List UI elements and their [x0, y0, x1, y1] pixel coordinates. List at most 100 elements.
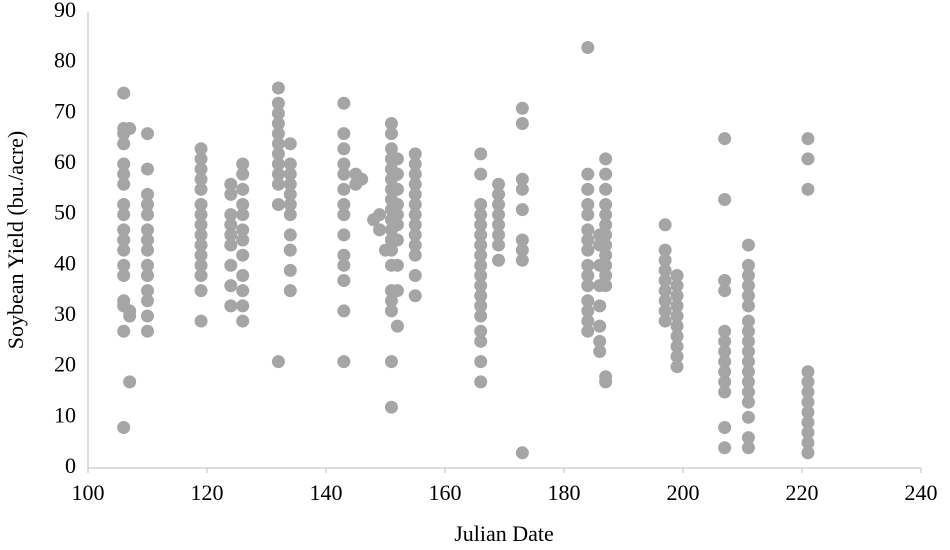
point [492, 198, 506, 212]
point [194, 162, 208, 176]
point [355, 172, 369, 186]
point [194, 314, 208, 328]
point [408, 187, 422, 201]
point [658, 304, 672, 318]
point [271, 355, 285, 369]
point [224, 299, 238, 313]
point [117, 157, 131, 171]
point [599, 198, 613, 212]
point [718, 355, 732, 369]
point [474, 218, 488, 232]
point [593, 299, 607, 313]
point [236, 314, 250, 328]
point [658, 218, 672, 232]
point [658, 294, 672, 308]
y-tick-label: 60 [54, 149, 76, 174]
point [474, 375, 488, 389]
point [474, 324, 488, 338]
point [141, 162, 154, 176]
point [741, 299, 755, 313]
point [141, 208, 154, 222]
point [408, 157, 422, 171]
point [474, 238, 488, 252]
point [408, 268, 422, 282]
point [384, 355, 398, 369]
point [515, 203, 529, 217]
point [581, 223, 595, 237]
point [593, 319, 607, 333]
point [194, 208, 208, 222]
point [474, 289, 488, 303]
point [271, 96, 285, 110]
x-tick-label: 180 [548, 480, 581, 505]
point [194, 268, 208, 282]
y-tick-label: 50 [54, 200, 76, 225]
point [224, 208, 238, 222]
point [474, 309, 488, 323]
point [581, 258, 595, 272]
point [224, 279, 238, 293]
point [337, 208, 351, 222]
point [670, 268, 684, 282]
point [718, 420, 732, 434]
point [515, 243, 529, 257]
point [283, 208, 297, 222]
point [283, 137, 297, 151]
point [390, 182, 404, 196]
point [658, 253, 672, 267]
point [581, 167, 595, 181]
point [718, 274, 732, 288]
point [337, 248, 351, 262]
point [581, 40, 595, 54]
point [474, 355, 488, 369]
point [581, 243, 595, 257]
point [599, 152, 613, 166]
point [117, 223, 131, 237]
point [474, 198, 488, 212]
point [194, 228, 208, 242]
point [741, 268, 755, 282]
point [390, 284, 404, 298]
point [123, 122, 137, 136]
point [271, 106, 285, 120]
point [599, 208, 613, 222]
y-tick-label: 90 [54, 0, 76, 22]
point [337, 258, 351, 272]
point [408, 208, 422, 222]
point [670, 360, 684, 374]
point [384, 400, 398, 414]
point [408, 167, 422, 181]
point [271, 137, 285, 151]
point [474, 228, 488, 242]
point [801, 385, 815, 399]
point [194, 142, 208, 156]
point [741, 324, 755, 338]
point [581, 208, 595, 222]
y-tick-label: 10 [54, 402, 76, 427]
point [390, 152, 404, 166]
point [117, 243, 131, 257]
point [384, 243, 398, 257]
point [599, 375, 613, 389]
point [474, 299, 488, 313]
point [373, 208, 387, 222]
point [224, 258, 238, 272]
point [271, 198, 285, 212]
point [236, 167, 250, 181]
point [236, 157, 250, 171]
point [283, 198, 297, 212]
point [515, 116, 529, 130]
point [224, 177, 238, 191]
point [658, 243, 672, 257]
point [741, 431, 755, 445]
point [474, 208, 488, 222]
point [474, 334, 488, 348]
point [194, 172, 208, 186]
point [492, 187, 506, 201]
y-tick-label: 40 [54, 250, 76, 275]
point [670, 319, 684, 333]
point [194, 218, 208, 232]
point [718, 132, 732, 146]
